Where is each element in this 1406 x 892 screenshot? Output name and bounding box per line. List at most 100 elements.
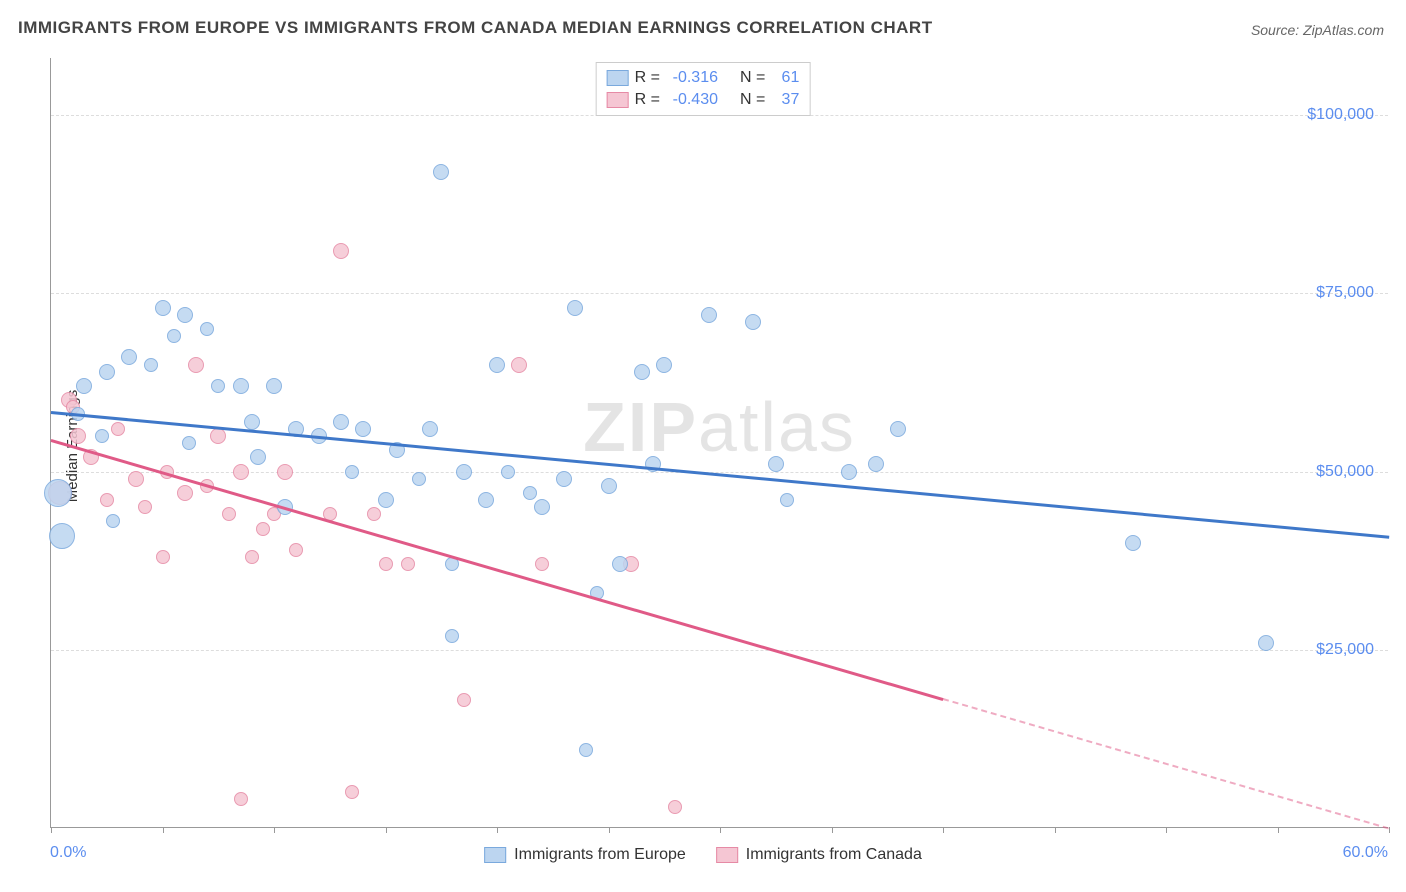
data-point <box>106 514 120 528</box>
x-tick-mark <box>943 827 944 833</box>
stats-row: R = -0.316 N = 61 <box>607 67 800 89</box>
data-point <box>489 357 505 373</box>
source-label: Source: ZipAtlas.com <box>1251 22 1384 38</box>
data-point <box>567 300 583 316</box>
data-point <box>333 414 349 430</box>
data-point <box>612 556 628 572</box>
x-start-label: 0.0% <box>50 844 86 862</box>
data-point <box>1125 535 1141 551</box>
y-tick-label: $100,000 <box>1307 106 1374 124</box>
data-point <box>277 464 293 480</box>
x-tick-mark <box>51 827 52 833</box>
stat-r-label: R = <box>635 69 660 87</box>
x-tick-mark <box>609 827 610 833</box>
data-point <box>780 493 794 507</box>
data-point <box>841 464 857 480</box>
data-point <box>701 307 717 323</box>
data-point <box>535 557 549 571</box>
stat-r-label: R = <box>635 91 660 109</box>
x-tick-mark <box>497 827 498 833</box>
data-point <box>412 472 426 486</box>
data-point <box>556 471 572 487</box>
data-point <box>99 364 115 380</box>
watermark-bold: ZIP <box>583 388 698 466</box>
x-tick-mark <box>163 827 164 833</box>
x-tick-mark <box>720 827 721 833</box>
stat-n-value: 37 <box>771 91 799 109</box>
stat-n-label: N = <box>740 69 765 87</box>
x-tick-mark <box>274 827 275 833</box>
data-point <box>445 629 459 643</box>
data-point <box>188 357 204 373</box>
data-point <box>523 486 537 500</box>
x-end-label: 60.0% <box>1343 844 1388 862</box>
y-tick-label: $50,000 <box>1316 463 1374 481</box>
data-point <box>222 507 236 521</box>
stats-box: R =-0.316N =61R =-0.430N =37 <box>596 62 811 116</box>
data-point <box>76 378 92 394</box>
data-point <box>49 523 75 549</box>
data-point <box>200 322 214 336</box>
data-point <box>456 464 472 480</box>
data-point <box>250 449 266 465</box>
trend-line <box>51 411 1389 538</box>
data-point <box>177 485 193 501</box>
trend-line <box>943 699 1390 830</box>
data-point <box>70 428 86 444</box>
data-point <box>156 550 170 564</box>
stats-row: R =-0.430N =37 <box>607 89 800 111</box>
data-point <box>233 464 249 480</box>
x-tick-mark <box>832 827 833 833</box>
data-point <box>121 349 137 365</box>
data-point <box>501 465 515 479</box>
x-tick-mark <box>1055 827 1056 833</box>
data-point <box>138 500 152 514</box>
data-point <box>401 557 415 571</box>
data-point <box>511 357 527 373</box>
data-point <box>95 429 109 443</box>
data-point <box>177 307 193 323</box>
stat-r-value: -0.316 <box>666 69 718 87</box>
plot-area: ZIPatlas $25,000$50,000$75,000$100,000 <box>50 58 1388 828</box>
data-point <box>100 493 114 507</box>
data-point <box>668 800 682 814</box>
legend-swatch <box>716 847 738 863</box>
data-point <box>634 364 650 380</box>
data-point <box>245 550 259 564</box>
data-point <box>768 456 784 472</box>
legend-swatch <box>484 847 506 863</box>
data-point <box>155 300 171 316</box>
gridline <box>51 650 1388 651</box>
data-point <box>345 785 359 799</box>
data-point <box>457 693 471 707</box>
data-point <box>534 499 550 515</box>
data-point <box>1258 635 1274 651</box>
legend-label: Immigrants from Europe <box>514 846 686 864</box>
data-point <box>244 414 260 430</box>
data-point <box>345 465 359 479</box>
bottom-legend: Immigrants from Europe Immigrants from Ca… <box>484 846 922 864</box>
data-point <box>378 492 394 508</box>
data-point <box>211 379 225 393</box>
data-point <box>111 422 125 436</box>
data-point <box>210 428 226 444</box>
data-point <box>144 358 158 372</box>
data-point <box>433 164 449 180</box>
x-tick-mark <box>386 827 387 833</box>
stat-n-value: 61 <box>771 69 799 87</box>
trend-line <box>51 439 944 700</box>
data-point <box>422 421 438 437</box>
y-tick-label: $25,000 <box>1316 641 1374 659</box>
data-point <box>167 329 181 343</box>
legend-label: Immigrants from Canada <box>746 846 922 864</box>
stat-n-label: N = <box>740 91 765 109</box>
data-point <box>182 436 196 450</box>
data-point <box>745 314 761 330</box>
data-point <box>890 421 906 437</box>
legend-item: Immigrants from Europe <box>484 846 686 864</box>
data-point <box>234 792 248 806</box>
data-point <box>333 243 349 259</box>
data-point <box>128 471 144 487</box>
legend-swatch <box>607 92 629 108</box>
data-point <box>478 492 494 508</box>
